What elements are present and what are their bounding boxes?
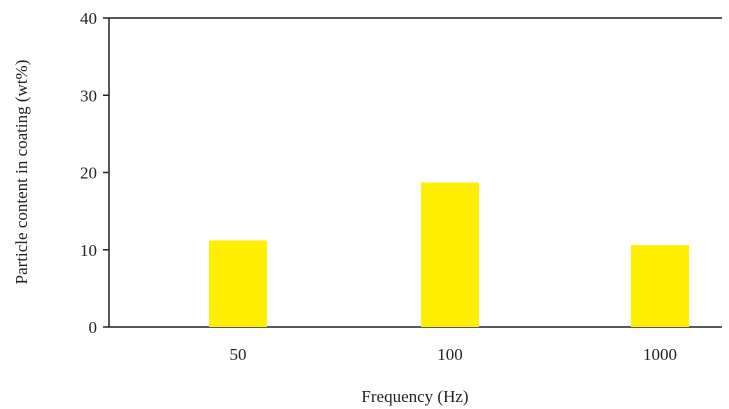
x-tick-label-50: 50 (230, 345, 247, 364)
y-tick-label-1: 10 (80, 241, 97, 260)
x-axis-tick-labels: 50 100 1000 (230, 345, 678, 364)
bar-1000 (631, 245, 689, 327)
bar-100 (421, 182, 479, 327)
bar-50 (209, 240, 267, 327)
y-axis-title: Particle content in coating (wt%) (12, 60, 31, 285)
plot-frame (108, 17, 722, 328)
bars (209, 182, 689, 327)
y-tick-label-2: 20 (80, 164, 97, 183)
x-tick-label-1000: 1000 (643, 345, 677, 364)
y-axis-ticks: 0 10 20 30 40 (80, 9, 109, 337)
y-tick-label-3: 30 (80, 86, 97, 105)
x-tick-label-100: 100 (437, 345, 463, 364)
y-tick-label-0: 0 (89, 318, 98, 337)
x-axis-title: Frequency (Hz) (361, 387, 468, 406)
y-tick-label-4: 40 (80, 9, 97, 28)
